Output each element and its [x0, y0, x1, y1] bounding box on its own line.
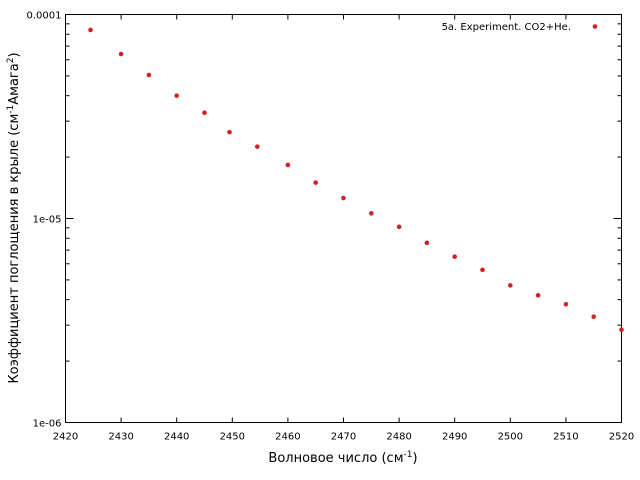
data-point	[285, 162, 291, 168]
legend-marker	[592, 24, 598, 29]
data-point	[255, 144, 260, 149]
data-point	[369, 211, 374, 216]
data-point	[563, 301, 569, 307]
data-point	[424, 240, 430, 246]
data-point	[535, 293, 541, 298]
y-tick-label: 1e-05	[33, 215, 62, 226]
data-point	[341, 195, 346, 201]
data-point	[480, 267, 485, 273]
x-tick-label: 2440	[164, 432, 189, 443]
y-tick-label: 0.0001	[27, 11, 62, 22]
data-point	[174, 93, 179, 98]
x-tick-label: 2490	[442, 432, 467, 443]
legend: 5a. Experiment. CO2+He.	[442, 22, 598, 33]
data-point	[88, 27, 93, 33]
x-tick-label: 2450	[220, 432, 245, 443]
data-point	[146, 72, 152, 78]
data-point	[591, 314, 596, 320]
y-axis-ticks: 1e-06 1e-05 0.0001	[27, 11, 622, 430]
data-point	[202, 110, 207, 116]
data-point	[396, 224, 402, 230]
x-axis-ticks: 2420 2430 2440 2450 2460 2470 2480 2490 2500 2510…	[53, 14, 634, 443]
x-tick-label: 2460	[275, 432, 300, 443]
x-tick-label: 2510	[553, 432, 578, 443]
x-tick-label: 2520	[609, 432, 634, 443]
x-axis-label: Волновое число (см-1)	[268, 450, 417, 466]
data-point	[118, 51, 124, 57]
data-point	[619, 327, 624, 333]
legend-label: 5a. Experiment. CO2+He.	[442, 22, 571, 33]
data-point	[313, 180, 319, 185]
x-tick-label: 2480	[386, 432, 411, 443]
x-tick-label: 2430	[108, 432, 133, 443]
y-tick-label: 1e-06	[33, 419, 62, 430]
x-tick-label: 2470	[331, 432, 356, 443]
data-point	[227, 129, 232, 135]
x-tick-label: 2500	[498, 432, 523, 443]
data-point	[508, 283, 513, 288]
data-points	[88, 27, 624, 333]
data-point	[452, 254, 458, 259]
y-axis-label: Коэффициент поглощения в крыле (см-1Амаг…	[6, 52, 22, 383]
x-tick-label: 2420	[53, 432, 78, 443]
